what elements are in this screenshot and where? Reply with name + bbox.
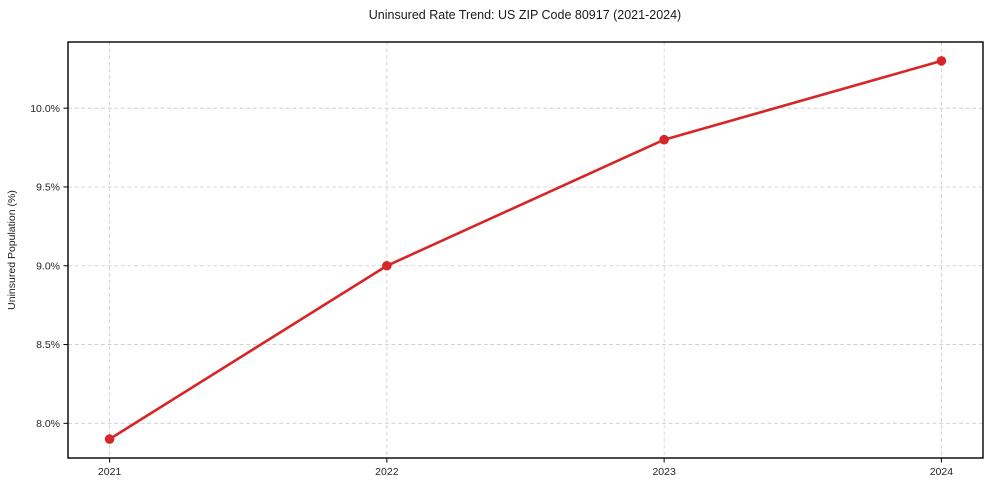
- data-points-group: [104, 56, 947, 444]
- trend-line-group: [108, 59, 943, 441]
- axis-ticks: [63, 107, 942, 463]
- trend-line: [108, 59, 943, 441]
- x-tick-label: 2023: [652, 466, 676, 478]
- y-tick-label: 8.0%: [36, 418, 60, 430]
- data-point: [382, 260, 392, 271]
- x-tick-label: 2024: [930, 466, 954, 478]
- x-tick-label: 2022: [375, 466, 399, 478]
- y-axis-label: Uninsured Population (%): [6, 190, 18, 310]
- y-tick-label: 8.5%: [36, 339, 60, 351]
- gridlines: [68, 42, 983, 458]
- data-point: [936, 56, 947, 66]
- y-tick-label: 9.5%: [36, 182, 60, 194]
- plot-border: [67, 41, 984, 459]
- chart-title: Uninsured Rate Trend: US ZIP Code 80917 …: [369, 8, 681, 22]
- data-point: [104, 434, 115, 444]
- x-tick-label: 2021: [98, 466, 122, 478]
- y-tick-label: 10.0%: [30, 103, 60, 115]
- axis-tick-labels: 8.0% 8.5% 9.0% 9.5% 10.0% 2021 2022 2023 2024: [30, 103, 953, 478]
- data-point: [659, 134, 669, 145]
- y-tick-label: 9.0%: [36, 260, 60, 272]
